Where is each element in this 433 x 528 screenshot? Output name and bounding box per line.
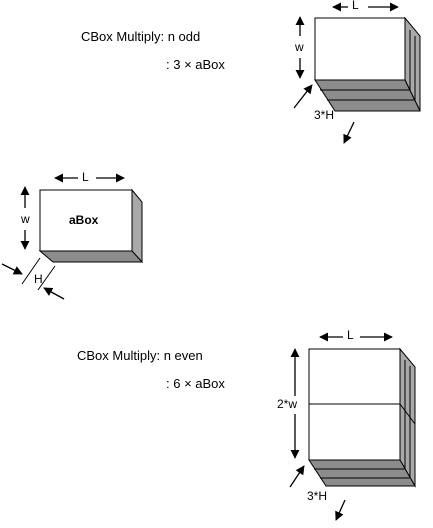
box-single-extension-line — [21, 257, 41, 285]
box-odd-stack — [293, 2, 421, 144]
box-single-side-face — [131, 188, 143, 264]
box-even-stack — [289, 332, 416, 521]
box-single-height-arrow — [43, 287, 65, 300]
box-odd-height-arrow — [343, 121, 355, 144]
box-even-length-label: L — [347, 328, 354, 342]
caption-even-title: CBox Multiply: n even — [77, 348, 203, 363]
box-odd-bottom-face — [314, 79, 421, 112]
box-single-front-face — [39, 189, 133, 252]
caption-even-formula: : 6 × aBox — [166, 376, 225, 391]
box-even-height-label: 3*H — [307, 489, 328, 503]
box-single-extension-line — [37, 265, 56, 291]
box-even-height-arrow — [335, 499, 346, 521]
box-even-height-arrow — [289, 465, 305, 488]
box-single-height-arrow — [1, 263, 23, 275]
box-odd-height-label: 3*H — [314, 108, 335, 122]
box-odd-height-arrow — [293, 84, 313, 109]
box-single-width-label: w — [21, 212, 30, 226]
box-even-width-label: 2*w — [277, 397, 298, 411]
caption-odd-title: CBox Multiply: n odd — [81, 29, 201, 44]
box-even-side-divider — [399, 403, 416, 425]
box-single-height-label: H — [34, 272, 43, 286]
box-odd-front-face — [314, 17, 406, 81]
box-odd-length-label: L — [352, 0, 359, 12]
box-odd-width-label: w — [295, 40, 304, 54]
box-single — [1, 173, 144, 300]
box-even-bottom-face — [308, 459, 416, 487]
caption-odd-formula: : 3 × aBox — [166, 57, 225, 72]
box-single-name: aBox — [69, 213, 99, 227]
box-single-bottom-face — [38, 250, 144, 263]
box-single-length-label: L — [82, 170, 89, 184]
